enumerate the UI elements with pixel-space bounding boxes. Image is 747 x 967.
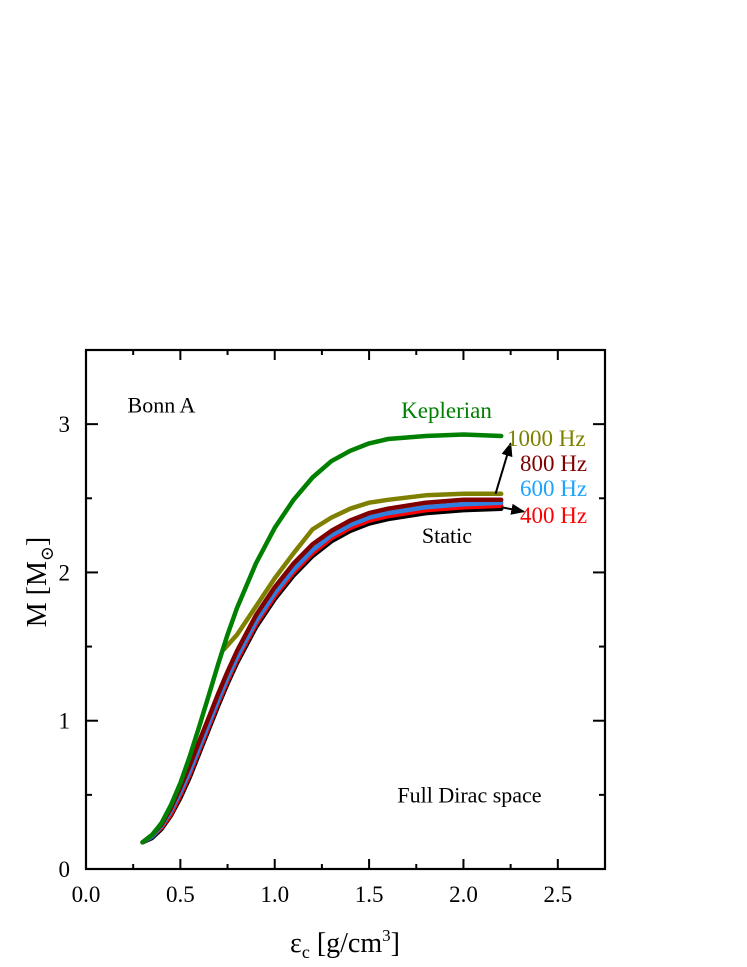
- annotation-static: Static: [422, 523, 472, 548]
- curve-label-800-hz: 800 Hz: [520, 451, 587, 476]
- x-tick-label: 2.5: [543, 882, 572, 907]
- annotation-full-dirac-space: Full Dirac space: [397, 782, 541, 807]
- arrow-icon: [501, 503, 526, 515]
- annotations: Bonn A Full Dirac space Keplerian Static: [128, 392, 542, 807]
- y-axis-label: M [M⊙]: [22, 537, 57, 628]
- x-axis-label: εc [g/cm3]: [290, 926, 400, 962]
- tick-labels: 0.0 0.5 1.0 1.5 2.0 2.5 0 1 2 3: [59, 412, 573, 907]
- x-tick-label: 1.0: [260, 882, 289, 907]
- arrow-icon: [494, 442, 513, 495]
- annotation-bonn-a: Bonn A: [128, 392, 196, 417]
- y-tick-label: 1: [59, 709, 71, 734]
- annotation-keplerian: Keplerian: [401, 398, 492, 423]
- x-tick-label: 2.0: [449, 882, 478, 907]
- curve-label-400-hz: 400 Hz: [520, 503, 587, 528]
- arrow-group: [494, 442, 526, 515]
- curve-label-600-hz: 600 Hz: [520, 476, 587, 501]
- curve-keplerian: [140, 432, 504, 845]
- y-tick-label: 2: [59, 560, 71, 585]
- curve-1000-hz: [221, 491, 504, 652]
- x-tick-label: 1.5: [355, 882, 384, 907]
- plot-frame: [84, 348, 607, 871]
- axis-ticks: [85, 350, 605, 870]
- y-tick-label: 0: [59, 857, 71, 882]
- x-tick-label: 0.0: [72, 882, 101, 907]
- x-tick-label: 0.5: [166, 882, 195, 907]
- y-tick-label: 3: [59, 412, 71, 437]
- curve-label-1000-hz: 1000 Hz: [507, 426, 586, 451]
- curve-group: [140, 432, 504, 845]
